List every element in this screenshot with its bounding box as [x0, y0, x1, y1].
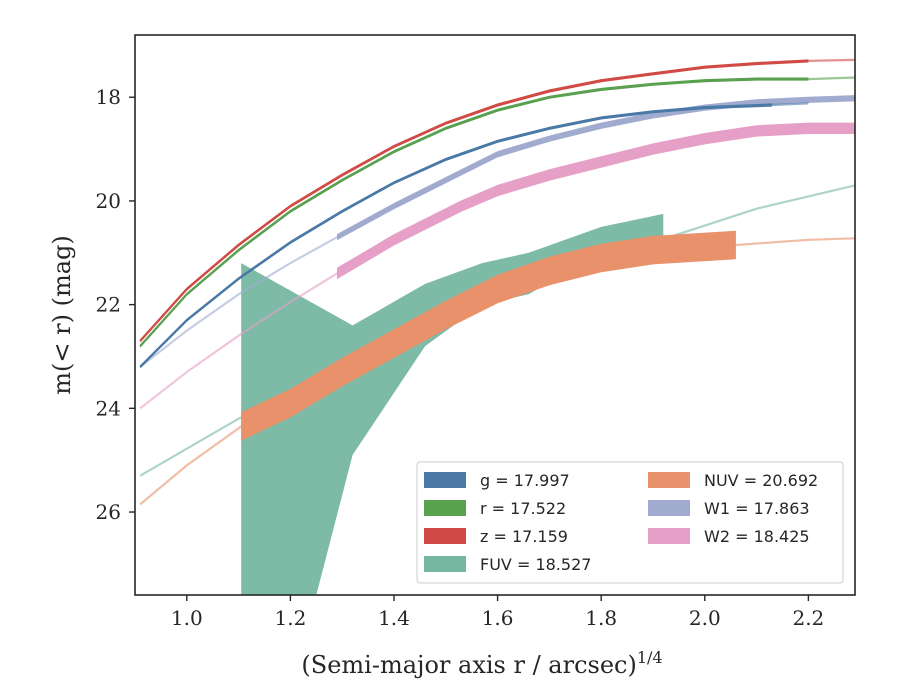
model-curve-W1: [139, 236, 338, 368]
legend-swatch-z: [424, 528, 466, 544]
series-r: [139, 76, 855, 348]
x-tick-label: 1.8: [585, 606, 617, 630]
profile-line-r: [139, 78, 809, 347]
model-curve-g: [772, 102, 809, 107]
x-axis-title: (Semi-major axis r / arcsec)1/4: [301, 648, 662, 679]
legend-label-NUV: NUV = 20.692: [704, 471, 818, 490]
legend: g = 17.997 r = 17.522 z = 17.159 FUV = 18.5…: [416, 461, 844, 584]
legend-box: [416, 461, 844, 584]
y-axis-title: m(< r) (mag): [48, 235, 76, 394]
series-NUV: [139, 230, 855, 506]
model-curve-W2: [139, 272, 338, 410]
legend-swatch-W2: [648, 528, 690, 544]
series-g: [139, 102, 809, 369]
y-tick-label: 20: [96, 189, 121, 213]
x-axis: 1.0 1.2 1.4 1.6 1.8 2.0 2.2: [171, 595, 824, 630]
plot-frame: [134, 34, 856, 596]
legend-label-g: g = 17.997: [480, 471, 570, 490]
legend-swatch-r: [424, 500, 466, 516]
legend-entries: g = 17.997 r = 17.522 z = 17.159 FUV = 18.5…: [424, 471, 818, 574]
y-tick-label: 18: [96, 85, 121, 109]
legend-swatch-W1: [648, 500, 690, 516]
series-W1: [139, 95, 855, 368]
x-tick-label: 1.0: [171, 606, 203, 630]
profile-band-W1: [337, 95, 855, 241]
legend-label-r: r = 17.522: [480, 499, 566, 518]
series-z: [139, 58, 855, 343]
y-tick-label: 26: [96, 500, 121, 524]
legend-swatch-NUV: [648, 472, 690, 488]
profile-line-g: [139, 103, 773, 368]
series-layer: [139, 58, 855, 595]
error-band-FUV: [241, 213, 664, 595]
model-curve-z: [808, 58, 855, 62]
legend-label-FUV: FUV = 18.527: [480, 555, 591, 574]
profile-line-W2: [336, 127, 855, 275]
x-tick-label: 2.2: [792, 606, 824, 630]
legend-swatch-g: [424, 472, 466, 488]
x-tick-label: 1.4: [378, 606, 410, 630]
model-curve-r: [808, 76, 855, 81]
x-tick-label: 2.0: [689, 606, 721, 630]
y-tick-label: 24: [96, 396, 121, 420]
profile-line-z: [139, 59, 809, 342]
x-tick-label: 1.6: [482, 606, 514, 630]
legend-swatch-FUV: [424, 556, 466, 572]
y-axis: 18 20 22 24 26: [96, 85, 135, 524]
y-tick-label: 22: [96, 293, 121, 317]
x-axis-title-superscript: 1/4: [637, 648, 663, 667]
legend-label-z: z = 17.159: [480, 527, 568, 546]
profile-line-W1: [336, 97, 855, 239]
series-W2: [139, 122, 855, 410]
x-tick-label: 1.2: [274, 606, 306, 630]
legend-label-W1: W1 = 17.863: [704, 499, 810, 518]
legend-label-W2: W2 = 18.425: [704, 527, 810, 546]
profile-band-NUV: [241, 230, 736, 441]
profile-line-NUV: [240, 243, 736, 428]
x-axis-title-text: (Semi-major axis r / arcsec): [301, 651, 636, 679]
